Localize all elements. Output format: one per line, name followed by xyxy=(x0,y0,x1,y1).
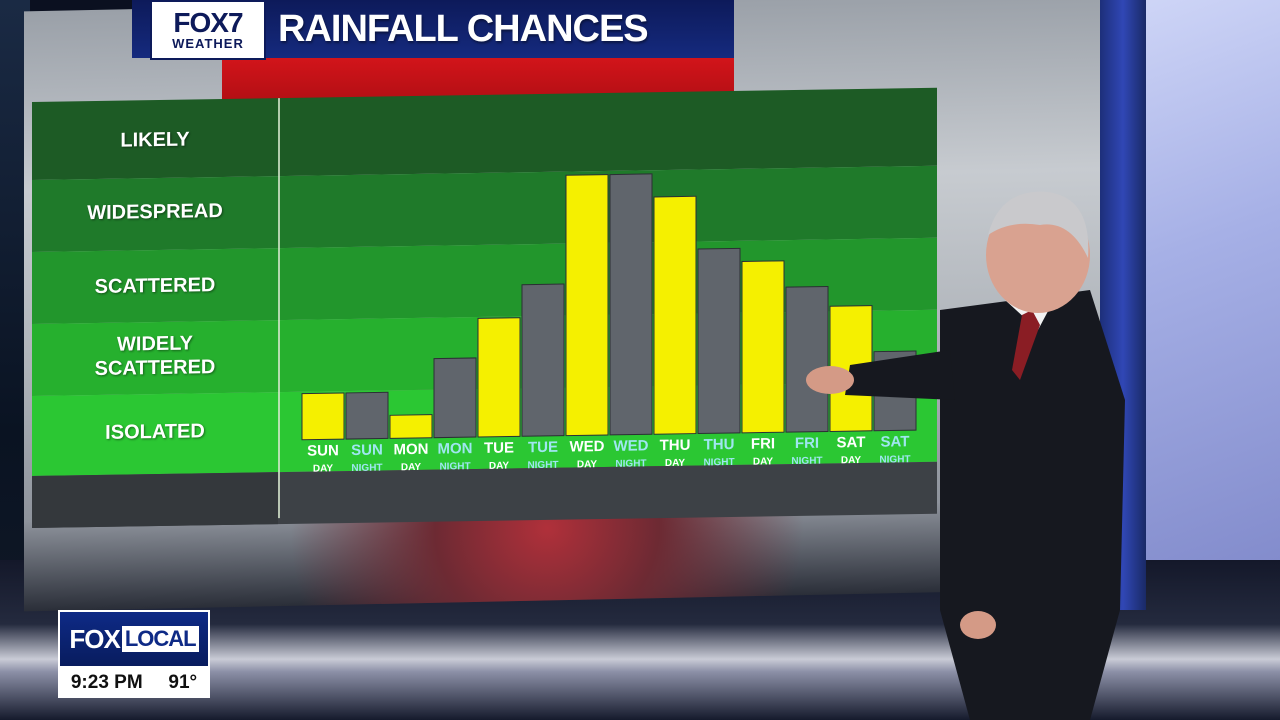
level-label-scattered: SCATTERED xyxy=(94,274,216,299)
tick-period-10: DAY xyxy=(753,456,774,467)
tick-period-7: NIGHT xyxy=(615,458,646,469)
time-temp-bug: 9:23 PM 91° xyxy=(58,668,210,698)
presenter-arm xyxy=(845,350,955,400)
tick-period-4: DAY xyxy=(489,461,510,472)
tick-day-3: MON xyxy=(438,440,473,458)
tick-day-12: SAT xyxy=(837,434,866,451)
bar-sun-day xyxy=(301,392,345,441)
tick-period-12: DAY xyxy=(841,455,862,466)
tick-period-5: NIGHT xyxy=(527,460,558,471)
tick-day-1: SUN xyxy=(351,441,383,458)
logo-main-text: FOX7 xyxy=(173,6,243,38)
studio-right-wall xyxy=(1120,0,1280,620)
presenter-hand xyxy=(806,366,854,394)
time-readout: 9:23 PM xyxy=(70,672,143,693)
bar-mon-day xyxy=(389,414,433,439)
fox-local-logo: FOX LOCAL xyxy=(58,610,210,668)
fox7-weather-logo: FOX7 WEATHER xyxy=(150,0,266,60)
tick-period-6: DAY xyxy=(577,459,598,470)
presenter-lower-hand xyxy=(960,611,996,639)
logo-sub-text: WEATHER xyxy=(172,35,244,51)
presenter-hair xyxy=(988,191,1089,258)
x-axis-strip-left xyxy=(32,472,278,528)
tick-day-5: TUE xyxy=(528,439,558,456)
tick-period-3: NIGHT xyxy=(439,461,470,472)
tick-day-6: WED xyxy=(570,438,605,456)
tick-day-13: SAT xyxy=(881,433,910,450)
tick-period-0: DAY xyxy=(313,463,334,474)
presenter-body xyxy=(940,290,1125,720)
bar-fri-night xyxy=(785,285,829,433)
bar-thu-night xyxy=(697,247,741,435)
level-label-widespread: WIDESPREAD xyxy=(87,200,223,225)
bar-thu-day xyxy=(653,195,697,435)
tick-period-8: DAY xyxy=(665,458,686,469)
level-label-likely: LIKELY xyxy=(120,128,190,152)
tick-day-2: MON xyxy=(394,441,429,459)
tick-day-10: FRI xyxy=(751,435,775,452)
bar-wed-day xyxy=(565,174,609,437)
meteorologist xyxy=(806,191,1125,720)
bar-wed-night xyxy=(609,173,653,436)
tick-period-9: NIGHT xyxy=(703,457,734,468)
tick-period-1: NIGHT xyxy=(351,462,382,473)
fox-local-brand: FOX xyxy=(69,623,120,654)
tick-day-9: THU xyxy=(704,436,735,453)
tick-day-0: SUN xyxy=(307,442,339,459)
level-label-isolated: ISOLATED xyxy=(105,420,205,444)
tick-day-7: WED xyxy=(614,437,649,455)
tick-day-8: THU xyxy=(660,437,691,454)
tick-day-4: TUE xyxy=(484,439,514,456)
level-labels: LIKELY WIDESPREAD SCATTERED WIDELY SCATT… xyxy=(32,98,278,476)
tick-period-2: DAY xyxy=(401,462,422,473)
bar-sun-night xyxy=(345,391,389,440)
bar-fri-day xyxy=(741,260,785,434)
bar-tue-day xyxy=(477,317,521,438)
tick-period-11: NIGHT xyxy=(791,456,822,467)
bar-mon-night xyxy=(433,357,477,439)
fox-local-box: LOCAL xyxy=(121,626,199,652)
page-title: RAINFALL CHANCES xyxy=(278,8,649,50)
level-label-widely-scattered: WIDELY SCATTERED xyxy=(94,332,216,381)
bar-tue-night xyxy=(521,283,565,437)
tick-day-11: FRI xyxy=(795,435,819,452)
presenter-tie xyxy=(1012,310,1040,380)
temperature-readout: 91° xyxy=(168,672,198,693)
tick-period-13: NIGHT xyxy=(879,454,910,465)
